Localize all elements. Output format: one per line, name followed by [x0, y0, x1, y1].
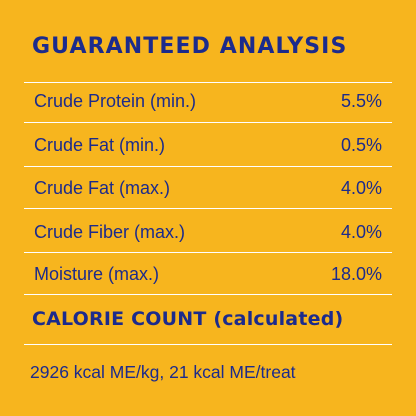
- analysis-row-crude-fat-max: Crude Fat (max.) 4.0%: [34, 175, 382, 201]
- analysis-row-crude-fiber: Crude Fiber (max.) 4.0%: [34, 219, 382, 245]
- divider: [24, 344, 392, 345]
- analysis-row-moisture: Moisture (max.) 18.0%: [34, 261, 382, 287]
- divider: [24, 294, 392, 295]
- analysis-value: 4.0%: [340, 221, 382, 242]
- analysis-value: 4.0%: [340, 177, 382, 198]
- divider: [24, 208, 392, 209]
- divider: [24, 122, 392, 123]
- analysis-label: Crude Fat (max.): [34, 177, 171, 198]
- analysis-value: 0.5%: [340, 134, 382, 155]
- divider: [24, 166, 392, 167]
- divider: [24, 82, 392, 83]
- analysis-value: 18.0%: [330, 263, 382, 284]
- analysis-label: Crude Fat (min.): [34, 134, 166, 155]
- divider: [24, 252, 392, 253]
- analysis-row-crude-protein: Crude Protein (min.) 5.5%: [34, 88, 382, 114]
- calorie-value: 2926 kcal ME/kg, 21 kcal ME/treat: [30, 362, 296, 382]
- calorie-count-heading: CALORIE COUNT (calculated): [32, 308, 344, 330]
- analysis-label: Moisture (max.): [34, 263, 160, 284]
- analysis-label: Crude Protein (min.): [34, 90, 197, 111]
- analysis-label: Crude Fiber (max.): [34, 221, 186, 242]
- analysis-value: 5.5%: [340, 90, 382, 111]
- guaranteed-analysis-heading: GUARANTEED ANALYSIS: [32, 34, 348, 59]
- analysis-row-crude-fat-min: Crude Fat (min.) 0.5%: [34, 132, 382, 158]
